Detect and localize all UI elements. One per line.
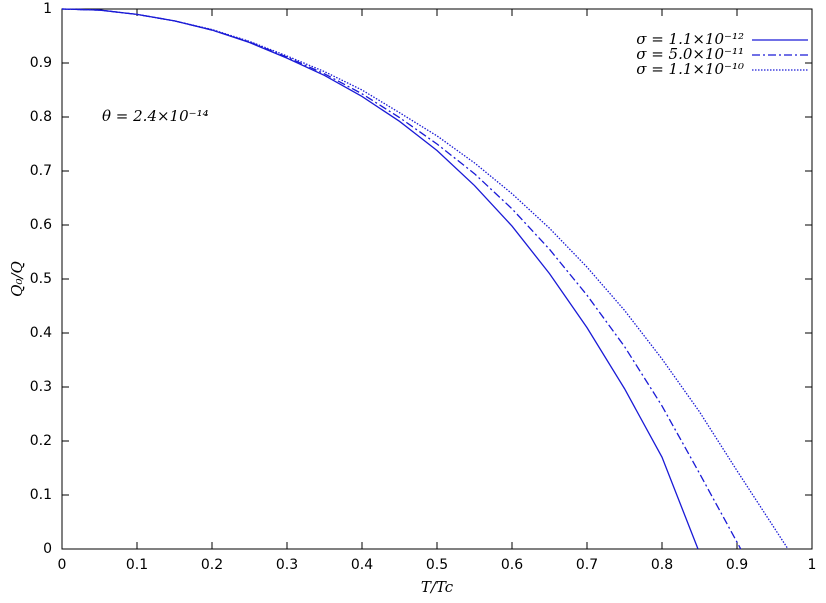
y-tick-label: 0 xyxy=(43,541,52,557)
data-line xyxy=(61,8,742,550)
x-tick-label: 0.5 xyxy=(426,557,448,573)
y-tick-label: 0.4 xyxy=(30,325,52,341)
y-tick-label: 0.6 xyxy=(30,217,52,233)
x-tick-label: 0.3 xyxy=(276,557,298,573)
y-axis-label: Q₀/Q xyxy=(8,261,26,297)
y-tick-label: 1 xyxy=(43,1,52,17)
legend-label: σ = 1.1×10⁻¹² xyxy=(636,30,744,48)
x-axis-label: T/Tc xyxy=(421,578,454,596)
x-tick-label: 0.4 xyxy=(351,557,373,573)
y-tick-label: 0.5 xyxy=(30,271,52,287)
y-tick-label: 0.1 xyxy=(30,487,52,503)
x-tick-label: 0.2 xyxy=(201,557,223,573)
annotation: θ = 2.4×10⁻¹⁴ xyxy=(102,107,209,125)
x-tick-label: 0.8 xyxy=(651,557,673,573)
data-line xyxy=(61,8,699,550)
y-tick-label: 0.7 xyxy=(30,163,52,179)
y-tick-label: 0.3 xyxy=(30,379,52,395)
x-tick-label: 0 xyxy=(58,557,67,573)
x-tick-label: 0.1 xyxy=(126,557,148,573)
x-tick-label: 0.7 xyxy=(576,557,598,573)
legend-label: σ = 1.1×10⁻¹⁰ xyxy=(636,60,744,78)
y-tick-label: 0.2 xyxy=(30,433,52,449)
x-tick-label: 0.9 xyxy=(726,557,748,573)
y-tick-label: 0.8 xyxy=(30,109,52,125)
data-line xyxy=(61,8,789,550)
plot-frame xyxy=(61,8,813,550)
x-tick-label: 0.6 xyxy=(501,557,523,573)
x-tick-label: 1 xyxy=(808,557,817,573)
y-tick-label: 0.9 xyxy=(30,55,52,71)
legend-label: σ = 5.0×10⁻¹¹ xyxy=(636,45,744,63)
